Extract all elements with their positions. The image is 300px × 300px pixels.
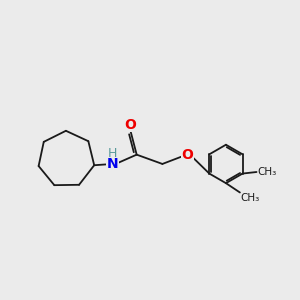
Text: N: N — [107, 157, 118, 171]
Text: H: H — [107, 147, 117, 160]
Text: CH₃: CH₃ — [241, 193, 260, 203]
Text: CH₃: CH₃ — [257, 167, 276, 177]
Text: O: O — [124, 118, 136, 132]
Text: O: O — [181, 148, 193, 162]
